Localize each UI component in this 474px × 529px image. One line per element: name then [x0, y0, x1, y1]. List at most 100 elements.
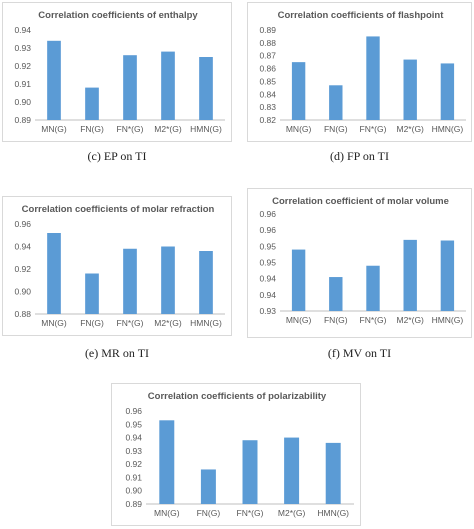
y-tick-label: 0.84 — [259, 89, 276, 99]
bar-fng — [366, 36, 380, 120]
chart-panel-polarizability: Correlation coefficients of polarizabili… — [111, 383, 361, 526]
y-tick-label: 0.93 — [14, 43, 31, 53]
y-tick-label: 0.90 — [125, 486, 142, 496]
y-tick-label: 0.89 — [125, 499, 142, 509]
y-tick-label: 0.93 — [125, 446, 142, 456]
y-tick-label: 0.92 — [14, 61, 31, 71]
bar-m2g — [161, 246, 175, 314]
x-tick-label: HMN(G) — [317, 508, 349, 518]
y-tick-label: 0.96 — [125, 406, 142, 416]
chart-panel-enthalpy: Correlation coefficients of enthalpy 0.89… — [2, 2, 232, 142]
chart-title: Correlation coefficients of molar refrac… — [22, 204, 215, 215]
chart-molar-refraction: Correlation coefficients of molar refrac… — [14, 204, 225, 328]
bar-fng — [366, 265, 380, 311]
bar-mng — [291, 249, 306, 311]
y-tick-label: 0.96 — [259, 225, 276, 235]
y-tick-label: 0.86 — [259, 64, 276, 74]
y-tick-label: 0.94 — [259, 274, 276, 284]
bar-mng — [47, 233, 61, 314]
y-tick-label: 0.88 — [259, 38, 276, 48]
chart-panel-molar-volume: Correlation coefficient of molar volume 0… — [247, 188, 472, 338]
chart-title: Correlation coefficients of polarizabili… — [148, 391, 327, 402]
bar-hmng — [199, 251, 213, 314]
x-tick-label: FN*(G) — [117, 318, 144, 328]
chart-enthalpy: Correlation coefficients of enthalpy 0.89… — [14, 10, 225, 134]
bar-mng — [291, 62, 306, 120]
bar-m2g — [403, 239, 417, 311]
bar-hmng — [440, 63, 455, 120]
x-tick-label: FN*(G) — [360, 124, 387, 134]
x-tick-label: MN(G) — [286, 124, 312, 134]
bar-fng — [329, 85, 343, 120]
x-tick-label: M2*(G) — [397, 124, 425, 134]
x-tick-label: MN(G) — [286, 315, 312, 325]
y-tick-label: 0.95 — [259, 241, 276, 251]
bar-m2g — [284, 437, 300, 504]
x-tick-label: HMN(G) — [190, 124, 222, 134]
y-tick-label: 0.89 — [259, 25, 276, 35]
x-tick-label: FN(G) — [197, 508, 221, 518]
chart-title: Correlation coefficients of enthalpy — [38, 10, 198, 21]
caption-d: (d) FP on TI — [329, 149, 389, 163]
y-tick-label: 0.85 — [259, 76, 276, 86]
y-tick-label: 0.94 — [259, 290, 276, 300]
chart-flashpoint: Correlation coefficients of flashpoint0.… — [259, 10, 466, 134]
bar-hmng — [199, 57, 213, 120]
y-tick-label: 0.91 — [14, 79, 31, 89]
y-tick-label: 0.82 — [259, 115, 276, 125]
chart-title: Correlation coefficients of flashpoint — [278, 10, 445, 21]
bar-mng — [47, 40, 61, 120]
x-tick-label: M2*(G) — [154, 318, 182, 328]
y-tick-label: 0.90 — [14, 287, 31, 297]
x-tick-label: FN(G) — [324, 124, 348, 134]
y-tick-label: 0.95 — [125, 419, 142, 429]
y-tick-label: 0.87 — [259, 51, 276, 61]
bar-fng — [85, 273, 99, 314]
x-tick-label: FN*(G) — [360, 315, 387, 325]
y-tick-label: 0.94 — [14, 242, 31, 252]
chart-molar-volume: Correlation coefficient of molar volume 0… — [259, 196, 466, 325]
y-tick-label: 0.92 — [14, 264, 31, 274]
bar-m2g — [161, 51, 175, 120]
y-tick-label: 0.95 — [259, 258, 276, 268]
x-tick-label: FN*(G) — [237, 508, 264, 518]
y-tick-label: 0.92 — [125, 459, 142, 469]
bar-fng — [200, 469, 216, 504]
bar-hmng — [325, 442, 341, 504]
caption-f: (f) MV on TI — [327, 346, 392, 360]
chart-polarizability: Correlation coefficients of polarizabili… — [125, 391, 354, 518]
caption-e: (e) MR on TI — [84, 346, 150, 360]
bar-hmng — [440, 240, 455, 311]
x-tick-label: MN(G) — [154, 508, 180, 518]
bar-fng — [123, 248, 137, 314]
chart-panel-flashpoint: Correlation coefficients of flashpoint 0.… — [247, 2, 472, 142]
x-tick-label: FN(G) — [80, 124, 104, 134]
y-tick-label: 0.89 — [14, 115, 31, 125]
y-tick-label: 0.96 — [14, 219, 31, 229]
y-tick-label: 0.90 — [14, 97, 31, 107]
x-tick-label: MN(G) — [41, 124, 67, 134]
y-tick-label: 0.91 — [125, 472, 142, 482]
x-tick-label: M2*(G) — [397, 315, 425, 325]
y-tick-label: 0.93 — [259, 306, 276, 316]
x-tick-label: FN(G) — [80, 318, 104, 328]
bar-fng — [242, 440, 258, 504]
x-tick-label: HMN(G) — [190, 318, 222, 328]
y-tick-label: 0.94 — [14, 25, 31, 35]
y-tick-label: 0.96 — [259, 209, 276, 219]
x-tick-label: MN(G) — [41, 318, 67, 328]
caption-c: (c) EP on TI — [87, 149, 147, 163]
bar-fng — [123, 55, 137, 121]
bar-fng — [329, 277, 343, 311]
y-tick-label: 0.83 — [259, 102, 276, 112]
x-tick-label: HMN(G) — [432, 315, 464, 325]
bar-mng — [159, 420, 175, 504]
bar-m2g — [403, 59, 417, 120]
x-tick-label: FN*(G) — [117, 124, 144, 134]
x-tick-label: HMN(G) — [432, 124, 464, 134]
x-tick-label: M2*(G) — [278, 508, 306, 518]
y-tick-label: 0.88 — [14, 309, 31, 319]
chart-panel-molar-refraction: Correlation coefficients of molar refrac… — [2, 196, 232, 336]
y-tick-label: 0.94 — [125, 433, 142, 443]
x-tick-label: FN(G) — [324, 315, 348, 325]
